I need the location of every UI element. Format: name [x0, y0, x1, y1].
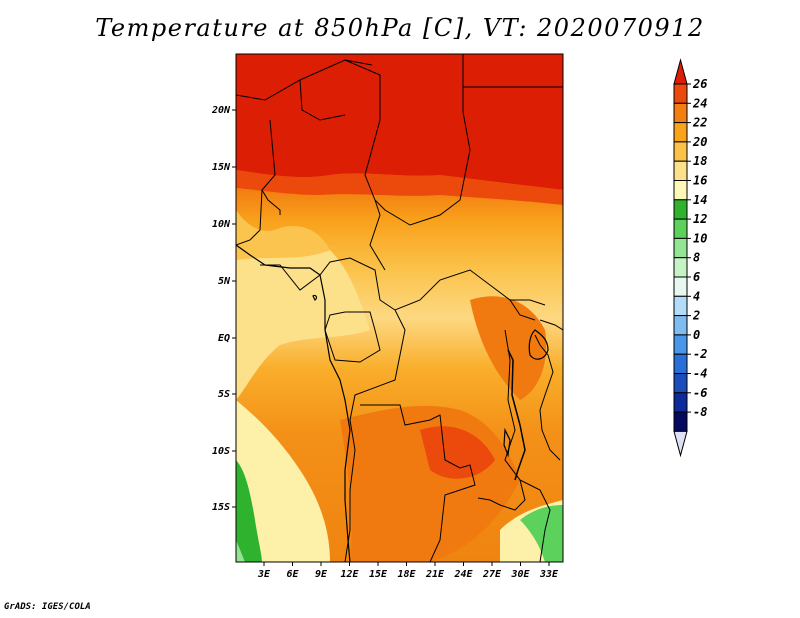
- coastlines: [235, 244, 549, 563]
- colorbar-swatch: [673, 353, 688, 375]
- lat-label: 5N: [218, 276, 231, 287]
- map-frame: [235, 53, 564, 563]
- lon-label: 30E: [510, 569, 530, 580]
- latitude-axis: 20N 15N 10N 5N EQ 5S 10S 15S: [211, 105, 236, 513]
- colorbar-label: 16: [693, 174, 707, 188]
- lat-label: 10N: [212, 219, 231, 230]
- lon-label: 33E: [539, 569, 559, 580]
- colorbar-label: -8: [693, 405, 707, 419]
- colorbar-swatch: [673, 237, 688, 259]
- colorbar-swatch: [673, 257, 688, 278]
- colorbar-swatch: [673, 122, 688, 143]
- colorbar-label: -2: [693, 347, 707, 361]
- lat-label: 5S: [218, 389, 230, 400]
- lon-label: 21E: [425, 569, 445, 580]
- colorbar-label: 24: [692, 96, 707, 110]
- colorbar-swatch: [673, 373, 688, 394]
- lon-label: 9E: [315, 569, 328, 580]
- colorbar-swatch: [673, 411, 688, 432]
- longitude-axis: 3E 6E 9E 12E 15E 18E 21E 24E 27E 30E 33E: [257, 562, 559, 580]
- lat-label: 15S: [212, 502, 230, 513]
- lat-label: 15N: [212, 162, 231, 173]
- colorbar-label: 0: [693, 328, 700, 342]
- colorbar-swatch: [673, 160, 688, 181]
- colorbar-label: 2: [692, 309, 700, 323]
- colorbar-label: 10: [693, 231, 707, 245]
- colorbar-swatch: [673, 180, 688, 201]
- colorbar-swatch: [673, 141, 688, 162]
- lat-label: 10S: [212, 446, 230, 457]
- colorbar-label: -4: [693, 367, 707, 381]
- colorbar-swatch: [673, 276, 688, 297]
- grads-credit: GrADS: IGES/COLA: [4, 602, 91, 612]
- colorbar-swatch: [673, 334, 688, 355]
- lon-label: 18E: [397, 569, 416, 580]
- colorbar-swatch: [673, 102, 688, 124]
- map-title: Temperature at 850hPa [C], VT: 202007091…: [95, 14, 705, 42]
- colorbar-label: 22: [692, 116, 707, 130]
- lat-label: EQ: [218, 333, 230, 344]
- lat-label: 20N: [211, 105, 231, 116]
- colorbar-label: 6: [693, 270, 700, 284]
- colorbar-label: 26: [692, 77, 707, 91]
- colorbar-top-arrow: [673, 58, 688, 85]
- colorbar-label: -6: [693, 386, 707, 400]
- colorbar-swatch: [673, 218, 688, 239]
- colorbar-swatch: [673, 83, 688, 104]
- colorbar-label: 12: [693, 212, 707, 226]
- colorbar-swatch: [673, 315, 688, 336]
- lon-label: 3E: [257, 569, 271, 580]
- lon-label: 27E: [482, 569, 502, 580]
- colorbar-label: 20: [692, 135, 707, 149]
- colorbar-swatch: [673, 392, 688, 413]
- lon-label: 24E: [453, 569, 473, 580]
- country-borders: [236, 54, 563, 562]
- colorbar-label: 8: [693, 251, 700, 265]
- colorbar-label: 14: [693, 193, 707, 207]
- colorbar-label: 4: [693, 289, 700, 303]
- lon-label: 12E: [340, 569, 359, 580]
- colorbar-swatch: [673, 199, 688, 220]
- lon-label: 15E: [369, 569, 388, 580]
- lon-label: 6E: [286, 569, 299, 580]
- colorbar-swatch: [673, 295, 688, 317]
- colorbar-label: 18: [693, 154, 707, 168]
- colorbar-bottom-arrow: [673, 430, 688, 458]
